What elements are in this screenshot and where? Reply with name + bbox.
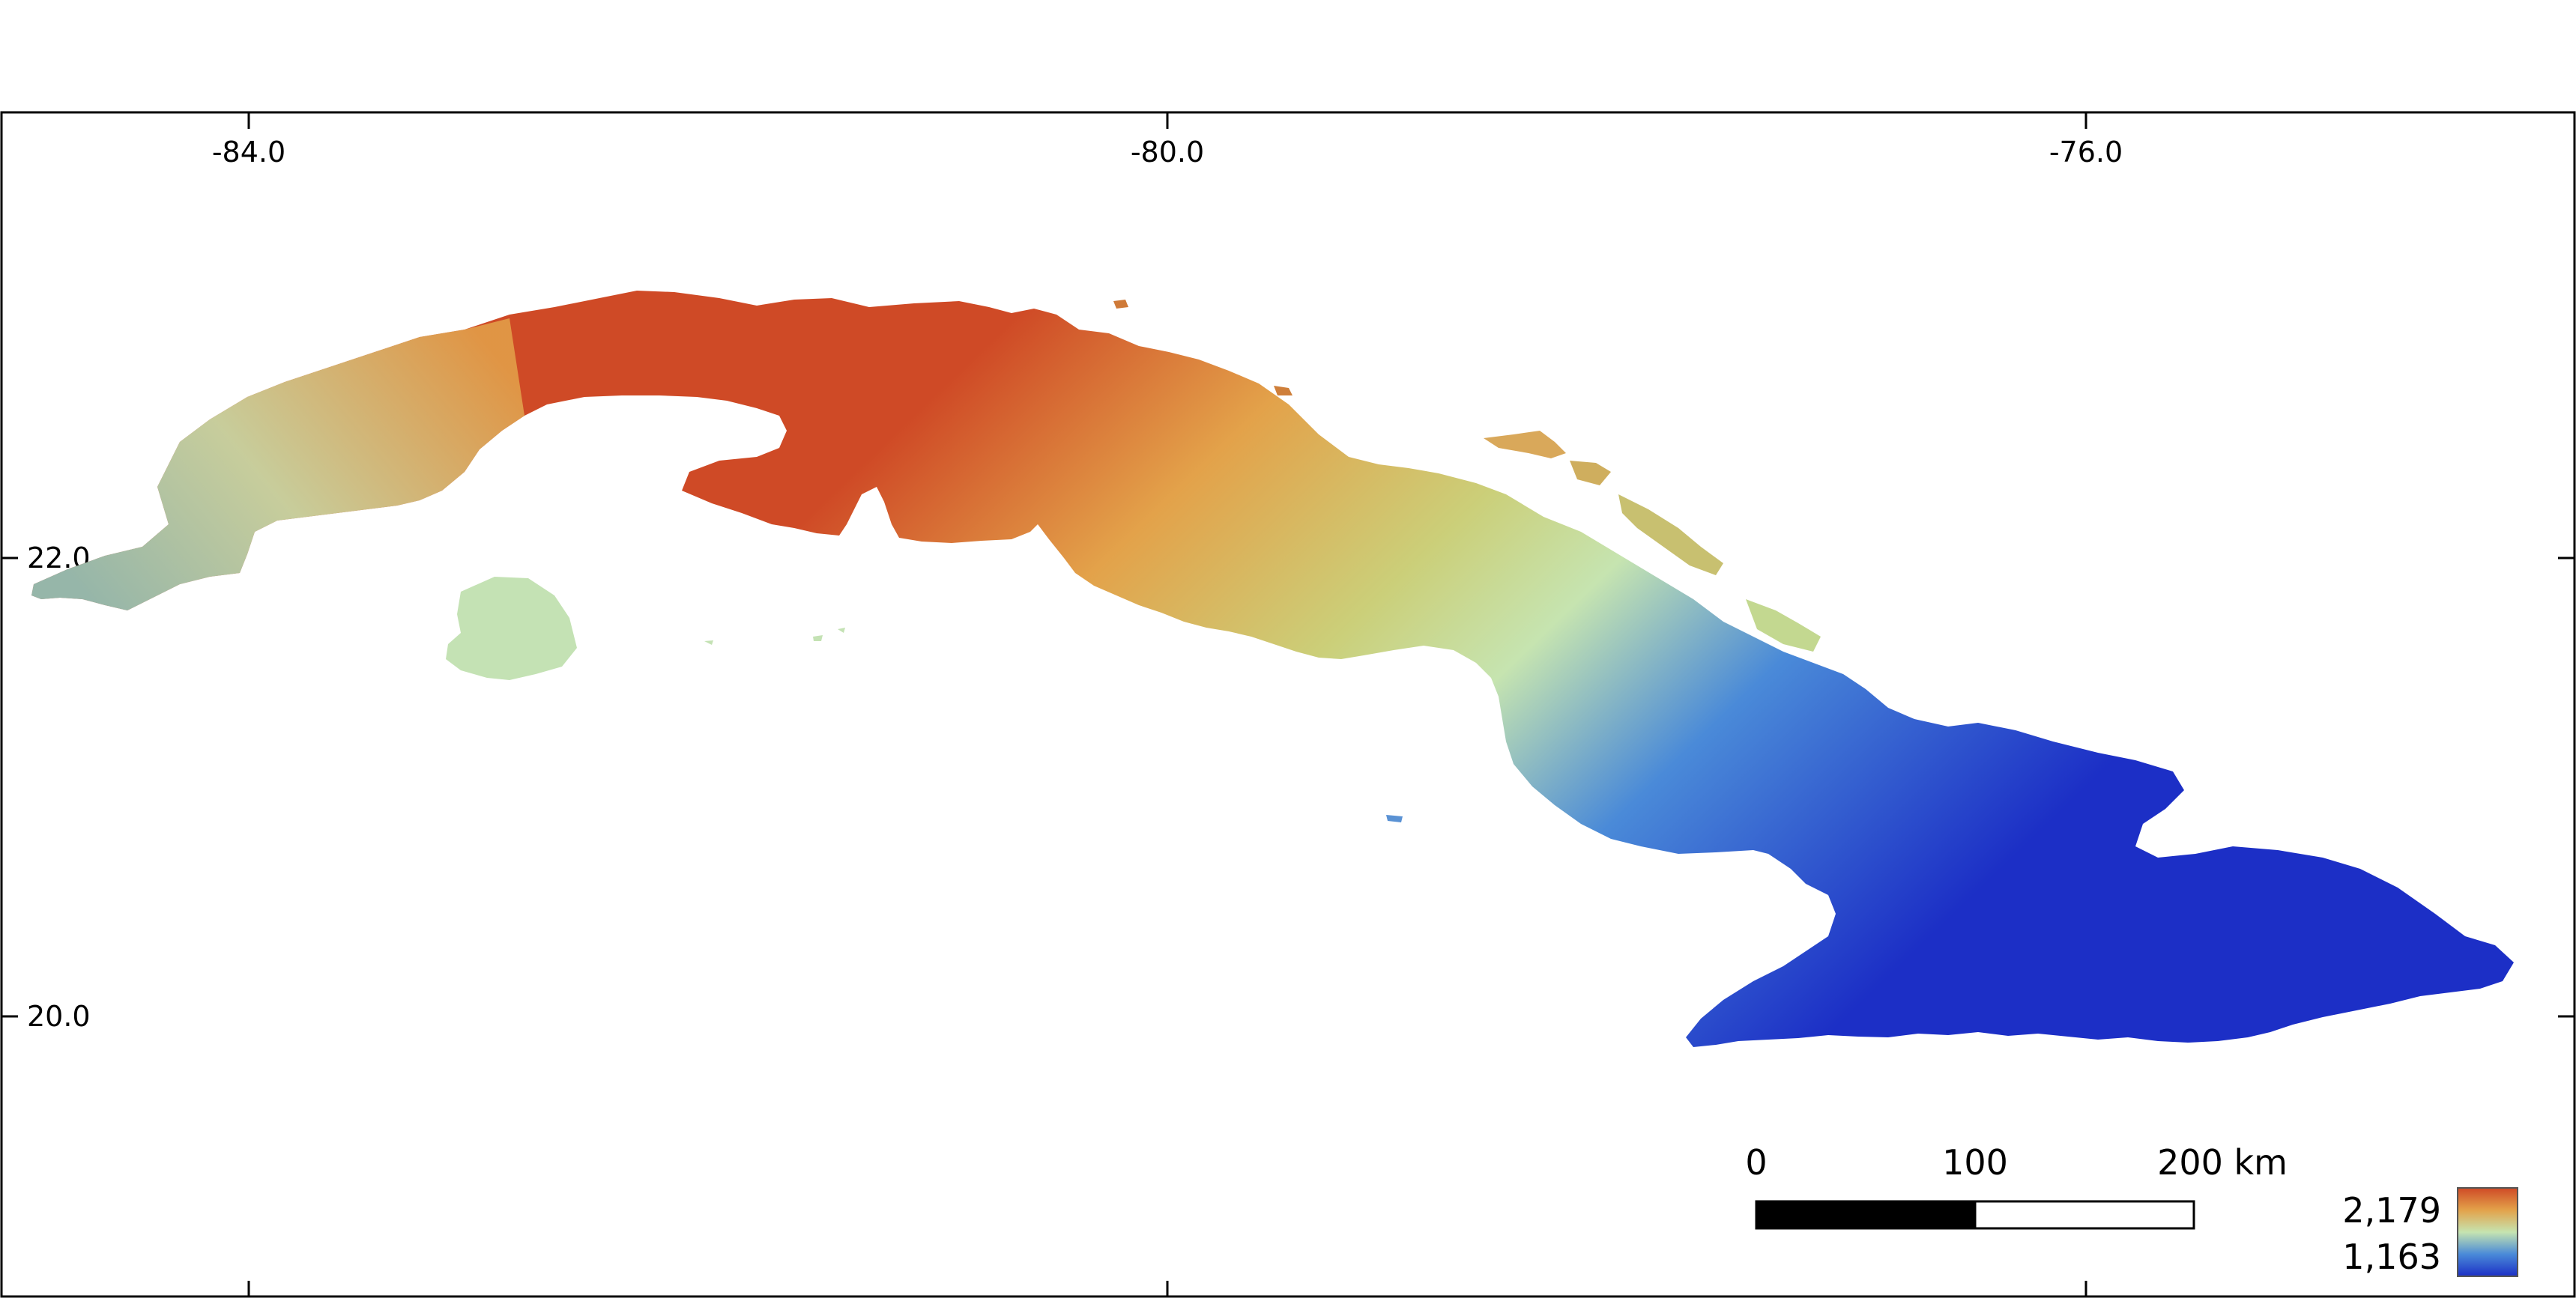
northern-cays bbox=[1274, 386, 1292, 395]
northern-cays bbox=[1570, 461, 1611, 485]
northern-cays bbox=[1113, 300, 1128, 309]
scale-bar-outline bbox=[1755, 1200, 2195, 1230]
lon-tick-label: -76.0 bbox=[2049, 136, 2123, 169]
southern-cays bbox=[1386, 815, 1403, 822]
legend-max-label: 2,179 bbox=[2342, 1190, 2441, 1231]
western-tip bbox=[31, 318, 524, 610]
top-ticks bbox=[247, 112, 2087, 129]
southern-cays bbox=[813, 635, 823, 641]
scale-label-end: 200 km bbox=[2157, 1142, 2288, 1183]
isla-de-la-juventud bbox=[446, 577, 577, 680]
northern-cays bbox=[1484, 431, 1566, 458]
lat-tick-label: 20.0 bbox=[27, 1000, 91, 1033]
side-ticks bbox=[1, 556, 2575, 1018]
legend-color-ramp bbox=[2457, 1187, 2518, 1277]
scale-bar: 0 100 200 km bbox=[1745, 1142, 2288, 1230]
scale-bar-filled-segment bbox=[1756, 1201, 1975, 1228]
southern-cays bbox=[704, 640, 713, 645]
bottom-ticks bbox=[247, 1281, 2087, 1297]
lon-tick-label: -80.0 bbox=[1131, 136, 1204, 169]
lon-tick-label: -84.0 bbox=[212, 136, 285, 169]
scale-label-mid: 100 bbox=[1942, 1142, 2008, 1183]
scale-label-start: 0 bbox=[1745, 1142, 1767, 1183]
legend-min-label: 1,163 bbox=[2342, 1237, 2441, 1277]
map-frame-border bbox=[0, 111, 2576, 1298]
color-legend: 2,179 1,163 bbox=[2342, 1187, 2518, 1277]
northern-cays bbox=[1618, 494, 1723, 575]
scale-bar-empty-segment bbox=[1974, 1200, 2195, 1230]
southern-cays bbox=[838, 628, 845, 633]
cuba-main-island bbox=[31, 291, 2514, 1047]
northern-cays bbox=[1746, 599, 1821, 652]
